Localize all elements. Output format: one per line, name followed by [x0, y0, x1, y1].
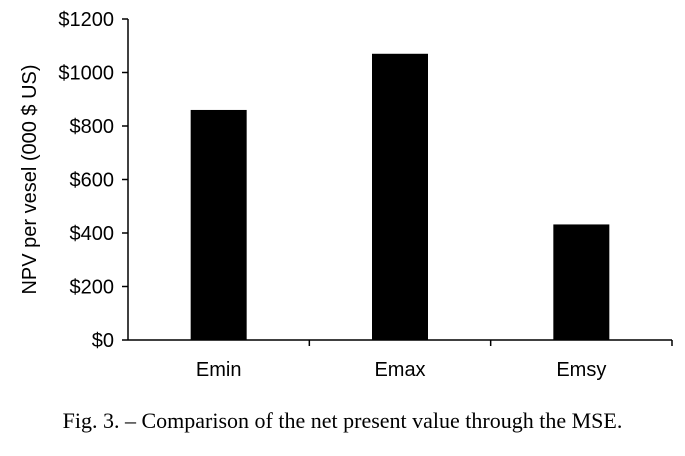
y-tick-label: $1000	[58, 63, 114, 85]
figure-caption: Fig. 3. – Comparison of the net present …	[62, 408, 623, 433]
x-tick-label: Emin	[196, 359, 242, 381]
y-axis-title: NPV per vesel (000 $ US)	[19, 64, 41, 294]
bars	[190, 53, 610, 341]
y-tick-label: $600	[70, 170, 115, 192]
bar-emax	[372, 53, 428, 341]
y-tick-label: $0	[92, 330, 114, 352]
x-tick-label: Emsy	[556, 359, 606, 381]
bar-chart: $0 $200 $400 $600 $800 $1000 $1200 Emin Emax Ems…	[19, 9, 673, 381]
y-tick-label: $200	[70, 277, 115, 299]
x-tick-label: Emax	[374, 359, 425, 381]
y-axis-ticks: $0 $200 $400 $600 $800 $1000 $1200	[58, 9, 128, 352]
x-axis-ticks: Emin Emax Emsy	[196, 340, 673, 381]
bar-emsy	[553, 224, 610, 340]
y-tick-label: $400	[70, 223, 115, 245]
bar-emin	[190, 109, 247, 340]
y-tick-label: $1200	[58, 9, 114, 31]
y-tick-label: $800	[70, 116, 115, 138]
